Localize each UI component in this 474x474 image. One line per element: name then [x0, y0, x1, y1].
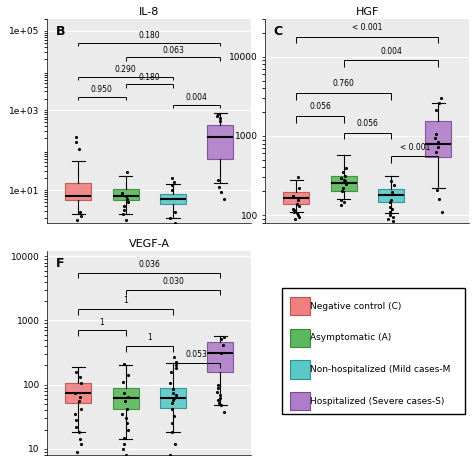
PathPatch shape [331, 176, 356, 191]
PathPatch shape [283, 192, 309, 203]
Text: B: B [55, 25, 65, 38]
Text: Negative control (C): Negative control (C) [310, 302, 401, 311]
PathPatch shape [207, 126, 233, 159]
Text: 0.950: 0.950 [91, 85, 113, 94]
Text: 0.030: 0.030 [162, 277, 184, 286]
Text: 1: 1 [147, 333, 152, 342]
Text: 0.056: 0.056 [356, 119, 378, 128]
Text: 1: 1 [123, 296, 128, 305]
FancyBboxPatch shape [290, 360, 310, 379]
Text: Asymptomatic (A): Asymptomatic (A) [310, 333, 392, 342]
FancyBboxPatch shape [290, 328, 310, 347]
PathPatch shape [160, 388, 186, 408]
Text: Hospitalized (Severe cases-S): Hospitalized (Severe cases-S) [310, 397, 445, 406]
Text: 0.053: 0.053 [186, 350, 208, 359]
Text: 0.063: 0.063 [162, 46, 184, 55]
Text: C: C [273, 25, 283, 38]
Text: 0.056: 0.056 [309, 102, 331, 111]
Text: 1: 1 [100, 318, 104, 327]
Text: 0.290: 0.290 [115, 65, 137, 74]
PathPatch shape [425, 121, 451, 157]
FancyBboxPatch shape [290, 392, 310, 410]
PathPatch shape [112, 388, 138, 409]
FancyBboxPatch shape [282, 288, 465, 414]
Text: Non-hospitalized (Mild cases-M: Non-hospitalized (Mild cases-M [310, 365, 451, 374]
Text: 0.004: 0.004 [186, 93, 208, 102]
Text: 0.180: 0.180 [138, 31, 160, 40]
PathPatch shape [378, 189, 404, 201]
Title: IL-8: IL-8 [139, 7, 159, 17]
Text: < 0.001: < 0.001 [400, 143, 430, 152]
PathPatch shape [207, 342, 233, 373]
Text: < 0.001: < 0.001 [352, 23, 383, 32]
Text: 0.004: 0.004 [380, 46, 402, 55]
FancyBboxPatch shape [290, 297, 310, 315]
PathPatch shape [160, 194, 186, 204]
Text: F: F [55, 257, 64, 270]
PathPatch shape [65, 383, 91, 403]
PathPatch shape [112, 189, 138, 201]
Title: HGF: HGF [356, 7, 379, 17]
PathPatch shape [65, 183, 91, 201]
Text: 0.180: 0.180 [138, 73, 160, 82]
Text: 0.760: 0.760 [333, 79, 355, 88]
Text: 0.036: 0.036 [138, 260, 160, 269]
Title: VEGF-A: VEGF-A [129, 239, 170, 249]
